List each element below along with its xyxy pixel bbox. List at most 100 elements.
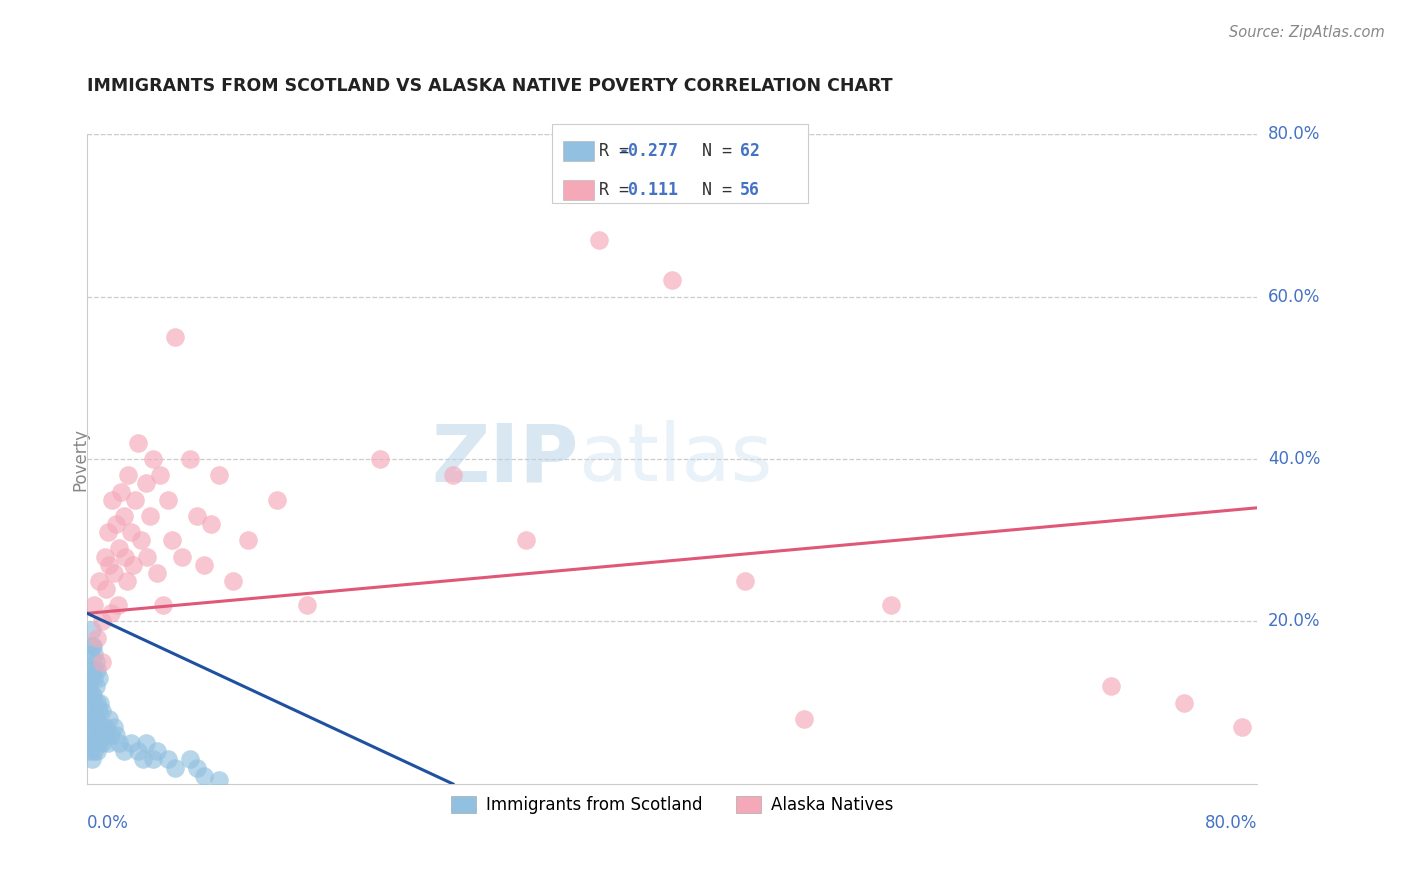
Point bbox=[79, 671, 101, 685]
Point bbox=[93, 728, 115, 742]
Text: R =: R = bbox=[599, 181, 640, 199]
Point bbox=[441, 468, 464, 483]
Point bbox=[236, 533, 259, 548]
Point bbox=[163, 330, 186, 344]
Text: -0.277: -0.277 bbox=[619, 142, 678, 160]
Point bbox=[96, 582, 118, 596]
Point bbox=[87, 671, 110, 685]
Point bbox=[90, 704, 112, 718]
Point bbox=[97, 736, 120, 750]
Point bbox=[86, 696, 108, 710]
Point bbox=[80, 639, 103, 653]
Text: 0.111: 0.111 bbox=[628, 181, 678, 199]
Point bbox=[152, 599, 174, 613]
Point bbox=[108, 541, 131, 556]
Point bbox=[179, 752, 201, 766]
Point bbox=[79, 720, 101, 734]
Point bbox=[135, 736, 157, 750]
Text: atlas: atlas bbox=[578, 420, 773, 498]
Point bbox=[80, 688, 103, 702]
Point bbox=[84, 712, 107, 726]
Point bbox=[172, 549, 194, 564]
Point bbox=[193, 558, 215, 572]
Y-axis label: Poverty: Poverty bbox=[72, 427, 89, 491]
Point bbox=[368, 452, 391, 467]
Text: IMMIGRANTS FROM SCOTLAND VS ALASKA NATIVE POVERTY CORRELATION CHART: IMMIGRANTS FROM SCOTLAND VS ALASKA NATIV… bbox=[87, 78, 893, 95]
Point bbox=[515, 533, 537, 548]
Point bbox=[120, 525, 142, 540]
Point bbox=[588, 233, 610, 247]
Point bbox=[208, 772, 231, 787]
Point bbox=[80, 752, 103, 766]
Point bbox=[100, 607, 122, 621]
Point bbox=[124, 492, 146, 507]
Point bbox=[120, 736, 142, 750]
Point bbox=[89, 728, 111, 742]
Point bbox=[112, 744, 135, 758]
Point bbox=[156, 492, 179, 507]
Point bbox=[87, 704, 110, 718]
Text: 0.0%: 0.0% bbox=[87, 814, 129, 832]
Point bbox=[90, 736, 112, 750]
Text: 80.0%: 80.0% bbox=[1205, 814, 1257, 832]
Text: ZIP: ZIP bbox=[432, 420, 578, 498]
Point bbox=[103, 566, 125, 580]
Point bbox=[117, 468, 139, 483]
Point bbox=[80, 623, 103, 637]
Point bbox=[100, 728, 122, 742]
Point bbox=[84, 655, 107, 669]
Point bbox=[80, 663, 103, 677]
Point bbox=[82, 663, 104, 677]
Text: R =: R = bbox=[599, 142, 640, 160]
Point bbox=[98, 712, 121, 726]
Point bbox=[179, 452, 201, 467]
Text: 80.0%: 80.0% bbox=[1268, 126, 1320, 144]
Point bbox=[96, 720, 118, 734]
Point bbox=[97, 525, 120, 540]
Point bbox=[295, 599, 318, 613]
Point bbox=[82, 736, 104, 750]
Point bbox=[121, 558, 143, 572]
Text: N =: N = bbox=[682, 142, 742, 160]
Point bbox=[200, 516, 222, 531]
Point bbox=[80, 704, 103, 718]
Point bbox=[108, 736, 131, 750]
Point bbox=[149, 468, 172, 483]
Text: N =: N = bbox=[682, 181, 742, 199]
Point bbox=[101, 492, 124, 507]
Point bbox=[83, 720, 105, 734]
Point bbox=[186, 761, 208, 775]
Point bbox=[160, 533, 183, 548]
Legend: Immigrants from Scotland, Alaska Natives: Immigrants from Scotland, Alaska Natives bbox=[444, 789, 900, 821]
Point bbox=[84, 680, 107, 694]
Point bbox=[163, 761, 186, 775]
Point bbox=[142, 752, 165, 766]
Point bbox=[83, 744, 105, 758]
Point bbox=[146, 744, 169, 758]
Point bbox=[79, 696, 101, 710]
Point bbox=[90, 655, 112, 669]
Point bbox=[103, 720, 125, 734]
Point bbox=[146, 566, 169, 580]
Point bbox=[115, 574, 138, 588]
Point bbox=[127, 435, 149, 450]
Point bbox=[77, 736, 100, 750]
Point bbox=[82, 688, 104, 702]
Point bbox=[77, 680, 100, 694]
Point bbox=[86, 744, 108, 758]
Point bbox=[107, 599, 129, 613]
Point bbox=[127, 744, 149, 758]
Point bbox=[1232, 720, 1254, 734]
Text: 20.0%: 20.0% bbox=[1268, 613, 1320, 631]
Point bbox=[83, 696, 105, 710]
Point bbox=[86, 720, 108, 734]
Point bbox=[87, 574, 110, 588]
Point bbox=[136, 549, 159, 564]
Point bbox=[91, 720, 114, 734]
Point bbox=[83, 599, 105, 613]
Point bbox=[79, 744, 101, 758]
Point bbox=[89, 696, 111, 710]
Point bbox=[139, 508, 162, 523]
Point bbox=[105, 728, 128, 742]
Point bbox=[793, 712, 815, 726]
